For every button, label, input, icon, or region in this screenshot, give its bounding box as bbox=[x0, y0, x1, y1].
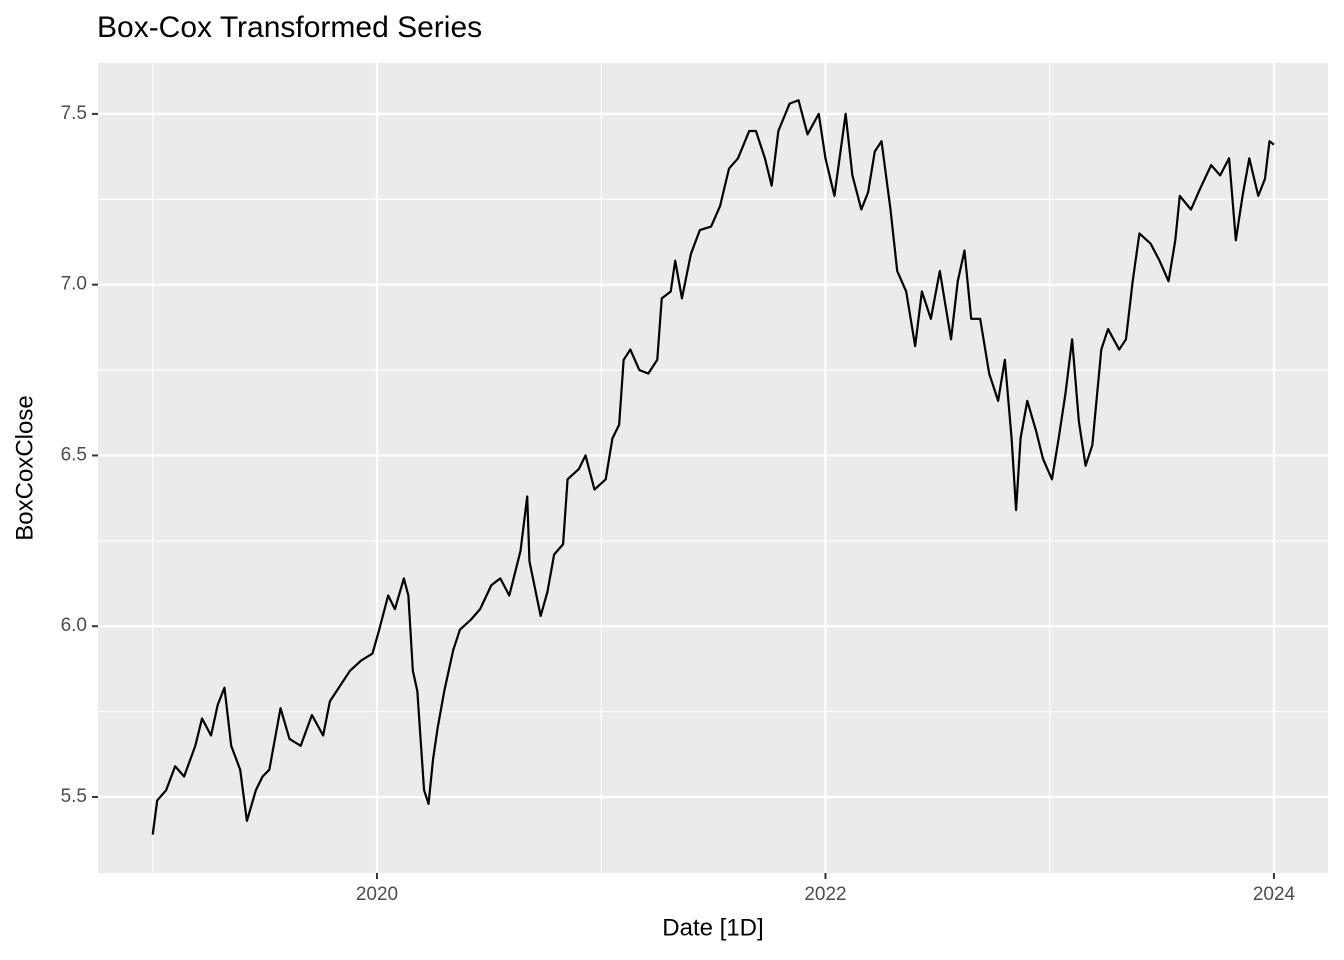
chart-title: Box-Cox Transformed Series bbox=[97, 11, 482, 44]
y-tick-label: 5.5 bbox=[61, 786, 87, 807]
y-tick-label: 6.0 bbox=[61, 615, 87, 636]
x-tick-label: 2022 bbox=[804, 884, 846, 905]
y-tick-label: 6.5 bbox=[61, 444, 87, 465]
series-line bbox=[151, 99, 1275, 835]
panel bbox=[98, 63, 1328, 873]
x-tick-label: 2020 bbox=[356, 884, 398, 905]
y-tick-label: 7.5 bbox=[61, 103, 87, 124]
y-tick-label: 7.0 bbox=[61, 274, 87, 295]
y-axis-label: BoxCoxClose bbox=[11, 395, 38, 540]
x-axis-label: Date [1D] bbox=[662, 914, 763, 941]
x-tick-label: 2024 bbox=[1253, 884, 1296, 905]
